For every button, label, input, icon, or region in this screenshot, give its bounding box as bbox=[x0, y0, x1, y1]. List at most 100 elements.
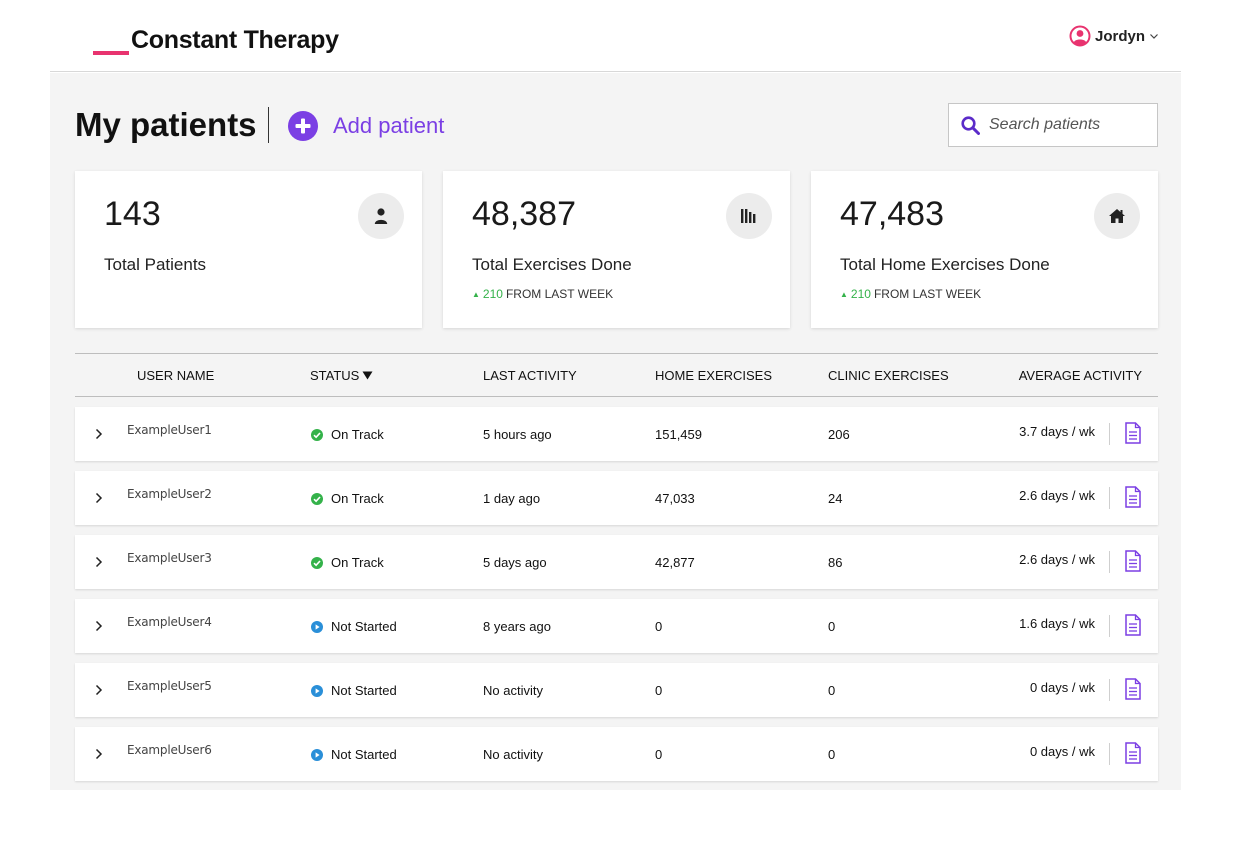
play-circle-icon bbox=[311, 748, 323, 761]
user-name-cell[interactable]: ExampleUser2 bbox=[127, 487, 212, 501]
search-input[interactable] bbox=[989, 116, 1139, 134]
status-label: On Track bbox=[331, 491, 384, 506]
table-row[interactable]: ExampleUser1 On Track 5 hours ago 151,45… bbox=[75, 407, 1158, 461]
status-cell: On Track bbox=[311, 555, 384, 570]
average-activity-cell: 0 days / wk bbox=[1029, 680, 1095, 695]
home-exercises-cell: 0 bbox=[655, 683, 663, 698]
stat-card-home-exercises: 47,483 Total Home Exercises Done ▲ 210 F… bbox=[811, 171, 1158, 328]
column-header-status-label: STATUS bbox=[310, 368, 360, 383]
average-activity-cell: 2.6 days / wk bbox=[1019, 552, 1095, 567]
delta-value: 210 bbox=[850, 287, 871, 301]
bar-chart-icon bbox=[741, 209, 756, 223]
last-activity-cell: 5 days ago bbox=[483, 555, 547, 570]
stat-delta: ▲ 210 FROM LAST WEEK bbox=[472, 287, 613, 301]
report-document-icon[interactable] bbox=[1124, 678, 1142, 700]
user-name-cell[interactable]: ExampleUser5 bbox=[127, 679, 212, 693]
table-row[interactable]: ExampleUser3 On Track 5 days ago 42,877 … bbox=[75, 535, 1158, 589]
add-patient-button[interactable]: Add patient bbox=[288, 111, 444, 141]
stat-card-total-exercises: 48,387 Total Exercises Done ▲ 210 FROM L… bbox=[443, 171, 790, 328]
stat-label: Total Exercises Done bbox=[472, 255, 632, 274]
user-name-cell[interactable]: ExampleUser6 bbox=[127, 743, 212, 757]
chevron-right-icon[interactable] bbox=[93, 619, 105, 633]
report-document-icon[interactable] bbox=[1124, 422, 1142, 444]
status-label: Not Started bbox=[331, 747, 397, 762]
table-row[interactable]: ExampleUser5 Not Started No activity 0 0… bbox=[75, 663, 1158, 717]
home-exercises-cell: 0 bbox=[655, 747, 663, 762]
report-document-icon[interactable] bbox=[1124, 742, 1142, 764]
plus-circle-icon bbox=[288, 111, 318, 141]
chevron-right-icon[interactable] bbox=[93, 555, 105, 569]
column-header-home-exercises[interactable]: HOME EXERCISES bbox=[655, 368, 773, 383]
table-header: USER NAME STATUS LAST ACTIVITY HOME EXER… bbox=[75, 353, 1158, 397]
report-document-icon[interactable] bbox=[1124, 486, 1142, 508]
stat-value: 143 bbox=[104, 195, 161, 233]
status-label: On Track bbox=[331, 555, 384, 570]
user-name-cell[interactable]: ExampleUser1 bbox=[127, 423, 212, 437]
stat-value: 47,483 bbox=[840, 195, 944, 233]
search-icon bbox=[961, 115, 980, 135]
column-header-status[interactable]: STATUS bbox=[310, 368, 373, 383]
status-cell: On Track bbox=[311, 491, 384, 506]
table-row[interactable]: ExampleUser4 Not Started 8 years ago 0 0… bbox=[75, 599, 1158, 653]
user-name-cell[interactable]: ExampleUser4 bbox=[127, 615, 212, 629]
check-circle-icon bbox=[311, 492, 323, 505]
clinic-exercises-cell: 0 bbox=[828, 619, 836, 634]
cell-divider bbox=[1109, 615, 1110, 637]
stat-card-total-patients: 143 Total Patients bbox=[75, 171, 422, 328]
chevron-right-icon[interactable] bbox=[93, 427, 105, 441]
cell-divider bbox=[1109, 487, 1110, 509]
report-document-icon[interactable] bbox=[1124, 614, 1142, 636]
top-bar: Constant Therapy Jordyn bbox=[50, 0, 1181, 72]
chevron-right-icon[interactable] bbox=[93, 491, 105, 505]
average-activity-cell: 3.7 days / wk bbox=[1019, 424, 1095, 439]
column-header-clinic-exercises[interactable]: CLINIC EXERCISES bbox=[828, 368, 949, 383]
main-content: My patients Add patient 143 Total Patien… bbox=[50, 73, 1181, 790]
status-cell: Not Started bbox=[311, 747, 397, 762]
chevron-right-icon[interactable] bbox=[93, 747, 105, 761]
user-name: Jordyn bbox=[1094, 27, 1145, 45]
table-row[interactable]: ExampleUser2 On Track 1 day ago 47,033 2… bbox=[75, 471, 1158, 525]
clinic-exercises-cell: 206 bbox=[828, 427, 850, 442]
cell-divider bbox=[1109, 551, 1110, 573]
report-document-icon[interactable] bbox=[1124, 550, 1142, 572]
status-cell: Not Started bbox=[311, 683, 397, 698]
trend-up-icon: ▲ bbox=[472, 289, 480, 299]
title-divider bbox=[268, 107, 269, 143]
cell-divider bbox=[1109, 423, 1110, 445]
last-activity-cell: 1 day ago bbox=[483, 491, 541, 506]
cell-divider bbox=[1109, 743, 1110, 765]
status-label: Not Started bbox=[331, 619, 397, 634]
delta-suffix: FROM LAST WEEK bbox=[505, 287, 614, 301]
average-activity-cell: 2.6 days / wk bbox=[1019, 488, 1095, 503]
average-activity-cell: 1.6 days / wk bbox=[1019, 616, 1095, 631]
column-header-average-activity[interactable]: AVERAGE ACTIVITY bbox=[1018, 368, 1142, 383]
status-cell: Not Started bbox=[311, 619, 397, 634]
check-circle-icon bbox=[311, 428, 323, 441]
user-name-cell[interactable]: ExampleUser3 bbox=[127, 551, 212, 565]
play-circle-icon bbox=[311, 620, 323, 633]
clinic-exercises-cell: 0 bbox=[828, 747, 836, 762]
column-header-last-activity[interactable]: LAST ACTIVITY bbox=[483, 368, 577, 383]
last-activity-cell: 5 hours ago bbox=[483, 427, 552, 442]
last-activity-cell: No activity bbox=[483, 747, 543, 762]
table-row[interactable]: ExampleUser6 Not Started No activity 0 0… bbox=[75, 727, 1158, 781]
delta-suffix: FROM LAST WEEK bbox=[873, 287, 982, 301]
status-label: On Track bbox=[331, 427, 384, 442]
clinic-exercises-cell: 24 bbox=[828, 491, 843, 506]
logo-accent-bar bbox=[93, 51, 129, 55]
stat-label: Total Home Exercises Done bbox=[840, 255, 1050, 274]
stat-icon-badge bbox=[1094, 193, 1140, 239]
logo-text: Constant Therapy bbox=[131, 26, 339, 54]
stat-value: 48,387 bbox=[472, 195, 576, 233]
page-title: My patients bbox=[75, 106, 257, 143]
user-menu[interactable]: Jordyn bbox=[1069, 25, 1159, 47]
stat-label: Total Patients bbox=[104, 255, 207, 274]
column-header-user-name[interactable]: USER NAME bbox=[137, 368, 215, 383]
chevron-right-icon[interactable] bbox=[93, 683, 105, 697]
sort-down-icon bbox=[362, 371, 373, 380]
add-patient-label: Add patient bbox=[333, 113, 445, 138]
home-exercises-cell: 151,459 bbox=[655, 427, 702, 442]
chevron-down-icon bbox=[1150, 34, 1158, 39]
search-box[interactable] bbox=[948, 103, 1158, 147]
trend-up-icon: ▲ bbox=[840, 289, 848, 299]
